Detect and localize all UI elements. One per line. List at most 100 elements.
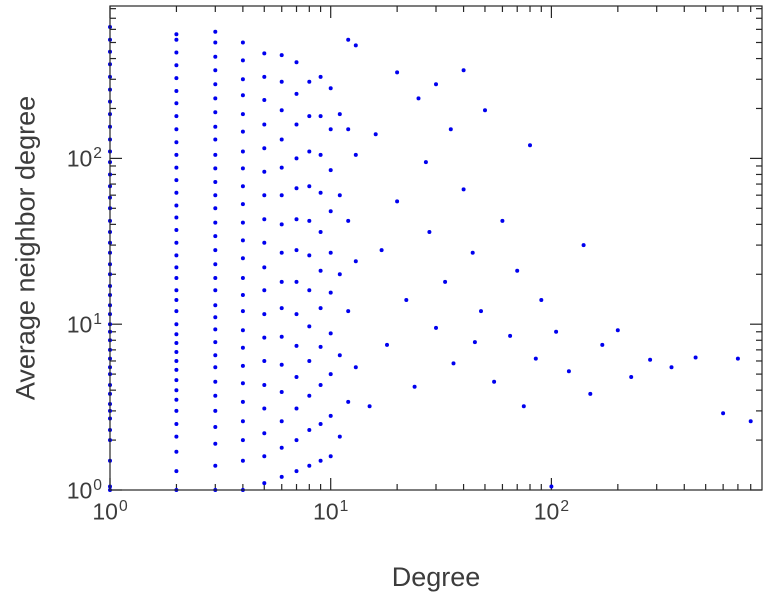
scatter-point [213, 54, 218, 59]
scatter-point [581, 243, 586, 248]
scatter-point [213, 303, 218, 308]
scatter-point [307, 149, 312, 154]
y-tick-label: 101 [66, 311, 102, 338]
scatter-point [174, 127, 179, 132]
scatter-point [240, 129, 245, 134]
scatter-point [549, 484, 554, 489]
scatter-point [213, 262, 218, 267]
scatter-point [174, 350, 179, 354]
scatter-point [213, 137, 218, 142]
scatter-point [337, 434, 342, 439]
scatter-point [472, 340, 477, 345]
scatter-point [213, 152, 218, 157]
scatter-point [337, 272, 342, 277]
scatter-point [174, 388, 179, 393]
scatter-point [353, 259, 358, 264]
scatter-point [174, 341, 179, 345]
scatter-point [213, 340, 218, 345]
scatter-point [721, 411, 726, 416]
scatter-point [262, 406, 267, 411]
scatter-point [240, 381, 245, 386]
scatter-point [279, 474, 284, 479]
scatter-point [262, 74, 267, 79]
scatter-point [174, 434, 179, 439]
scatter-point [318, 152, 323, 157]
scatter-point [448, 127, 453, 132]
scatter-point [307, 324, 312, 329]
scatter-point [174, 276, 179, 280]
scatter-point [213, 96, 218, 101]
scatter-point [174, 265, 179, 270]
scatter-point [240, 345, 245, 350]
scatter-point [213, 110, 218, 115]
scatter-point [434, 325, 438, 330]
scatter-point [174, 378, 179, 383]
scatter-point [213, 315, 218, 320]
scatter-point [528, 143, 532, 148]
scatter-point [346, 127, 351, 132]
scatter-point [294, 343, 299, 348]
scatter-point [213, 327, 218, 332]
scatter-point [279, 306, 284, 311]
scatter-point [213, 206, 218, 211]
scatter-point [174, 469, 179, 474]
scatter-point [174, 190, 179, 195]
scatter-point [240, 149, 245, 154]
scatter-point [318, 114, 323, 119]
y-tick-label: 102 [66, 145, 102, 173]
scatter-point [294, 122, 299, 127]
scatter-point [539, 298, 544, 302]
scatter-point [615, 328, 620, 333]
scatter-point [262, 288, 267, 293]
scatter-point [174, 89, 179, 93]
scatter-point [213, 234, 218, 239]
scatter-point [483, 108, 487, 113]
scatter-point [240, 112, 245, 117]
scatter-point [174, 152, 179, 157]
scatter-point [318, 383, 323, 387]
scatter-point [294, 248, 299, 253]
scatter-point [262, 265, 267, 270]
x-axis-label: Degree [391, 562, 481, 592]
scatter-point [443, 279, 448, 284]
scatter-point [307, 79, 312, 84]
scatter-point [328, 454, 333, 459]
scatter-point [318, 344, 323, 349]
scatter-point [294, 375, 299, 379]
scatter-point [279, 108, 284, 113]
scatter-point [279, 53, 284, 58]
scatter-point [346, 218, 351, 223]
scatter-point [262, 481, 267, 486]
scatter-point [554, 329, 559, 334]
scatter-point [213, 379, 218, 384]
scatter-point [213, 248, 218, 253]
scatter-point [213, 29, 218, 34]
scatter-point [213, 408, 218, 413]
scatter-point [262, 193, 267, 198]
scatter-point [693, 355, 698, 360]
scatter-point [262, 146, 267, 151]
scatter-point [307, 218, 312, 223]
scatter-point [307, 114, 312, 119]
scatter-point [279, 165, 284, 170]
scatter-point [262, 312, 267, 317]
scatter-point [240, 40, 245, 45]
scatter-point [346, 37, 351, 42]
axis-ticks [109, 6, 762, 491]
scatter-point [262, 454, 267, 459]
data-points [108, 25, 753, 492]
scatter-point [240, 77, 245, 82]
scatter-point [213, 68, 218, 73]
scatter-point [346, 399, 351, 404]
x-tick-label: 101 [313, 498, 349, 525]
scatter-point [279, 250, 284, 255]
scatter-point [213, 365, 218, 370]
scatter-point [307, 428, 312, 432]
scatter-point [461, 68, 466, 73]
scatter-point [279, 334, 284, 339]
plot-box [109, 5, 763, 491]
scatter-point [174, 140, 179, 145]
scatter-point [240, 220, 245, 225]
scatter-point [240, 238, 245, 243]
